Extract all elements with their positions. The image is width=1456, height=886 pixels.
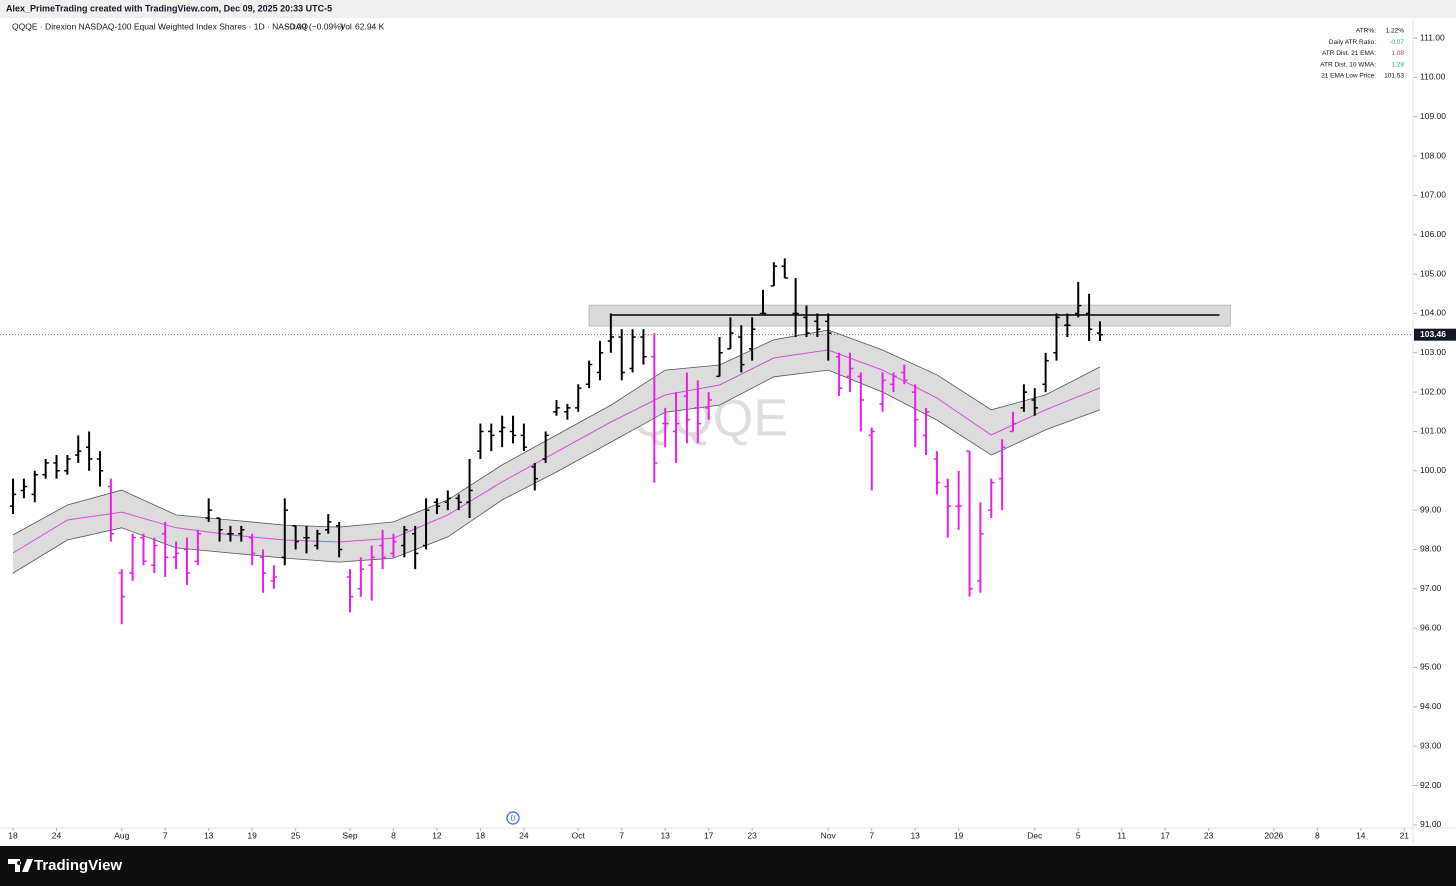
volume: 62.94 K: [355, 21, 385, 31]
y-tick-label: 108.00: [1420, 150, 1446, 160]
y-tick-label: 95.00: [1420, 662, 1442, 672]
info-value: 1.28: [1391, 61, 1404, 68]
x-tick-label: 13: [204, 830, 214, 840]
footer: [0, 846, 1456, 886]
y-tick-label: 110.00: [1420, 72, 1446, 82]
dividend-marker: [506, 811, 520, 825]
info-value: 1.08: [1391, 50, 1404, 57]
change: −0.09 (−0.09%): [285, 21, 344, 31]
y-tick-label: 111.00: [1420, 32, 1445, 42]
x-tick-label: Dec: [1027, 830, 1043, 840]
x-tick-label: 17: [1160, 830, 1170, 840]
y-tick-label: 107.00: [1420, 190, 1446, 200]
x-tick-label: 8: [391, 830, 396, 840]
x-tick-label: 13: [660, 830, 670, 840]
y-tick-label: 97.00: [1420, 583, 1442, 593]
header-bar: [0, 0, 1456, 18]
x-tick-label: Aug: [114, 830, 129, 840]
x-tick-label: 18: [476, 830, 486, 840]
brand: TradingView: [34, 857, 122, 874]
x-tick-label: 12: [432, 830, 442, 840]
x-tick-label: 2026: [1264, 830, 1283, 840]
info-label: ATR Dist. 10 WMA:: [1320, 61, 1376, 68]
x-tick-label: 18: [8, 830, 18, 840]
x-tick-label: 11: [1117, 830, 1126, 840]
y-tick-label: 101.00: [1420, 426, 1446, 436]
y-tick-label: 93.00: [1420, 740, 1442, 750]
credit: Alex_PrimeTrading created with TradingVi…: [6, 3, 332, 13]
info-label: 21 EMA Low Price:: [1321, 73, 1376, 80]
x-tick-label: 21: [1400, 830, 1410, 840]
info-value: -0.07: [1389, 39, 1404, 46]
band-upper: [12, 329, 1101, 536]
info-label: ATR Dist. 21 EMA:: [1322, 50, 1376, 57]
x-tick-label: 17: [704, 830, 714, 840]
y-tick-label: 92.00: [1420, 780, 1442, 790]
y-tick-label: 99.00: [1420, 504, 1442, 514]
x-tick-label: 7: [869, 830, 874, 840]
logo: [8, 859, 33, 872]
y-tick-label: 102.00: [1420, 386, 1446, 396]
x-tick-label: 25: [291, 830, 301, 840]
x-tick-label: Sep: [342, 830, 357, 840]
y-tick-label: 94.00: [1420, 701, 1442, 711]
y-tick-label: 98.00: [1420, 544, 1442, 554]
info-value: 1.22%: [1386, 28, 1405, 35]
y-tick-label: 103.00: [1420, 347, 1446, 357]
y-tick-label: 104.00: [1420, 308, 1446, 318]
x-tick-label: 23: [1204, 830, 1214, 840]
y-tick-label: 105.00: [1420, 268, 1446, 278]
y-tick-label: 100.00: [1420, 465, 1446, 475]
info-label: Daily ATR Ratio:: [1329, 39, 1376, 46]
x-tick-label: 19: [247, 830, 257, 840]
x-tick-label: 5: [1076, 830, 1081, 840]
x-tick-label: 8: [1315, 830, 1320, 840]
last-price-label: 103.46: [1420, 329, 1446, 339]
band-lower: [12, 369, 1101, 574]
y-tick-label: 106.00: [1420, 229, 1446, 239]
y-tick-label: 96.00: [1420, 622, 1442, 632]
info-label: ATR%:: [1356, 28, 1376, 35]
volume-label: Vol: [340, 21, 352, 31]
x-tick-label: 19: [954, 830, 964, 840]
x-tick-label: 14: [1356, 830, 1366, 840]
x-tick-label: Nov: [821, 830, 837, 840]
dividend-label: D: [510, 815, 515, 822]
x-tick-label: 13: [910, 830, 920, 840]
last-price-box: [1414, 328, 1456, 341]
symbol-title: QQQE · Direxion NASDAQ-100 Equal Weighte…: [12, 21, 308, 31]
band-middle: [12, 349, 1101, 554]
x-tick-label: 7: [163, 830, 168, 840]
x-tick-label: 23: [747, 830, 757, 840]
x-tick-label: 7: [619, 830, 624, 840]
x-tick-label: 24: [519, 830, 529, 840]
y-tick-label: 109.00: [1420, 111, 1446, 121]
info-value: 101.53: [1384, 73, 1404, 80]
y-tick-label: 91.00: [1420, 819, 1442, 829]
plot: [0, 258, 1413, 625]
x-tick-label: 24: [52, 830, 62, 840]
x-tick-label: Oct: [572, 830, 586, 840]
